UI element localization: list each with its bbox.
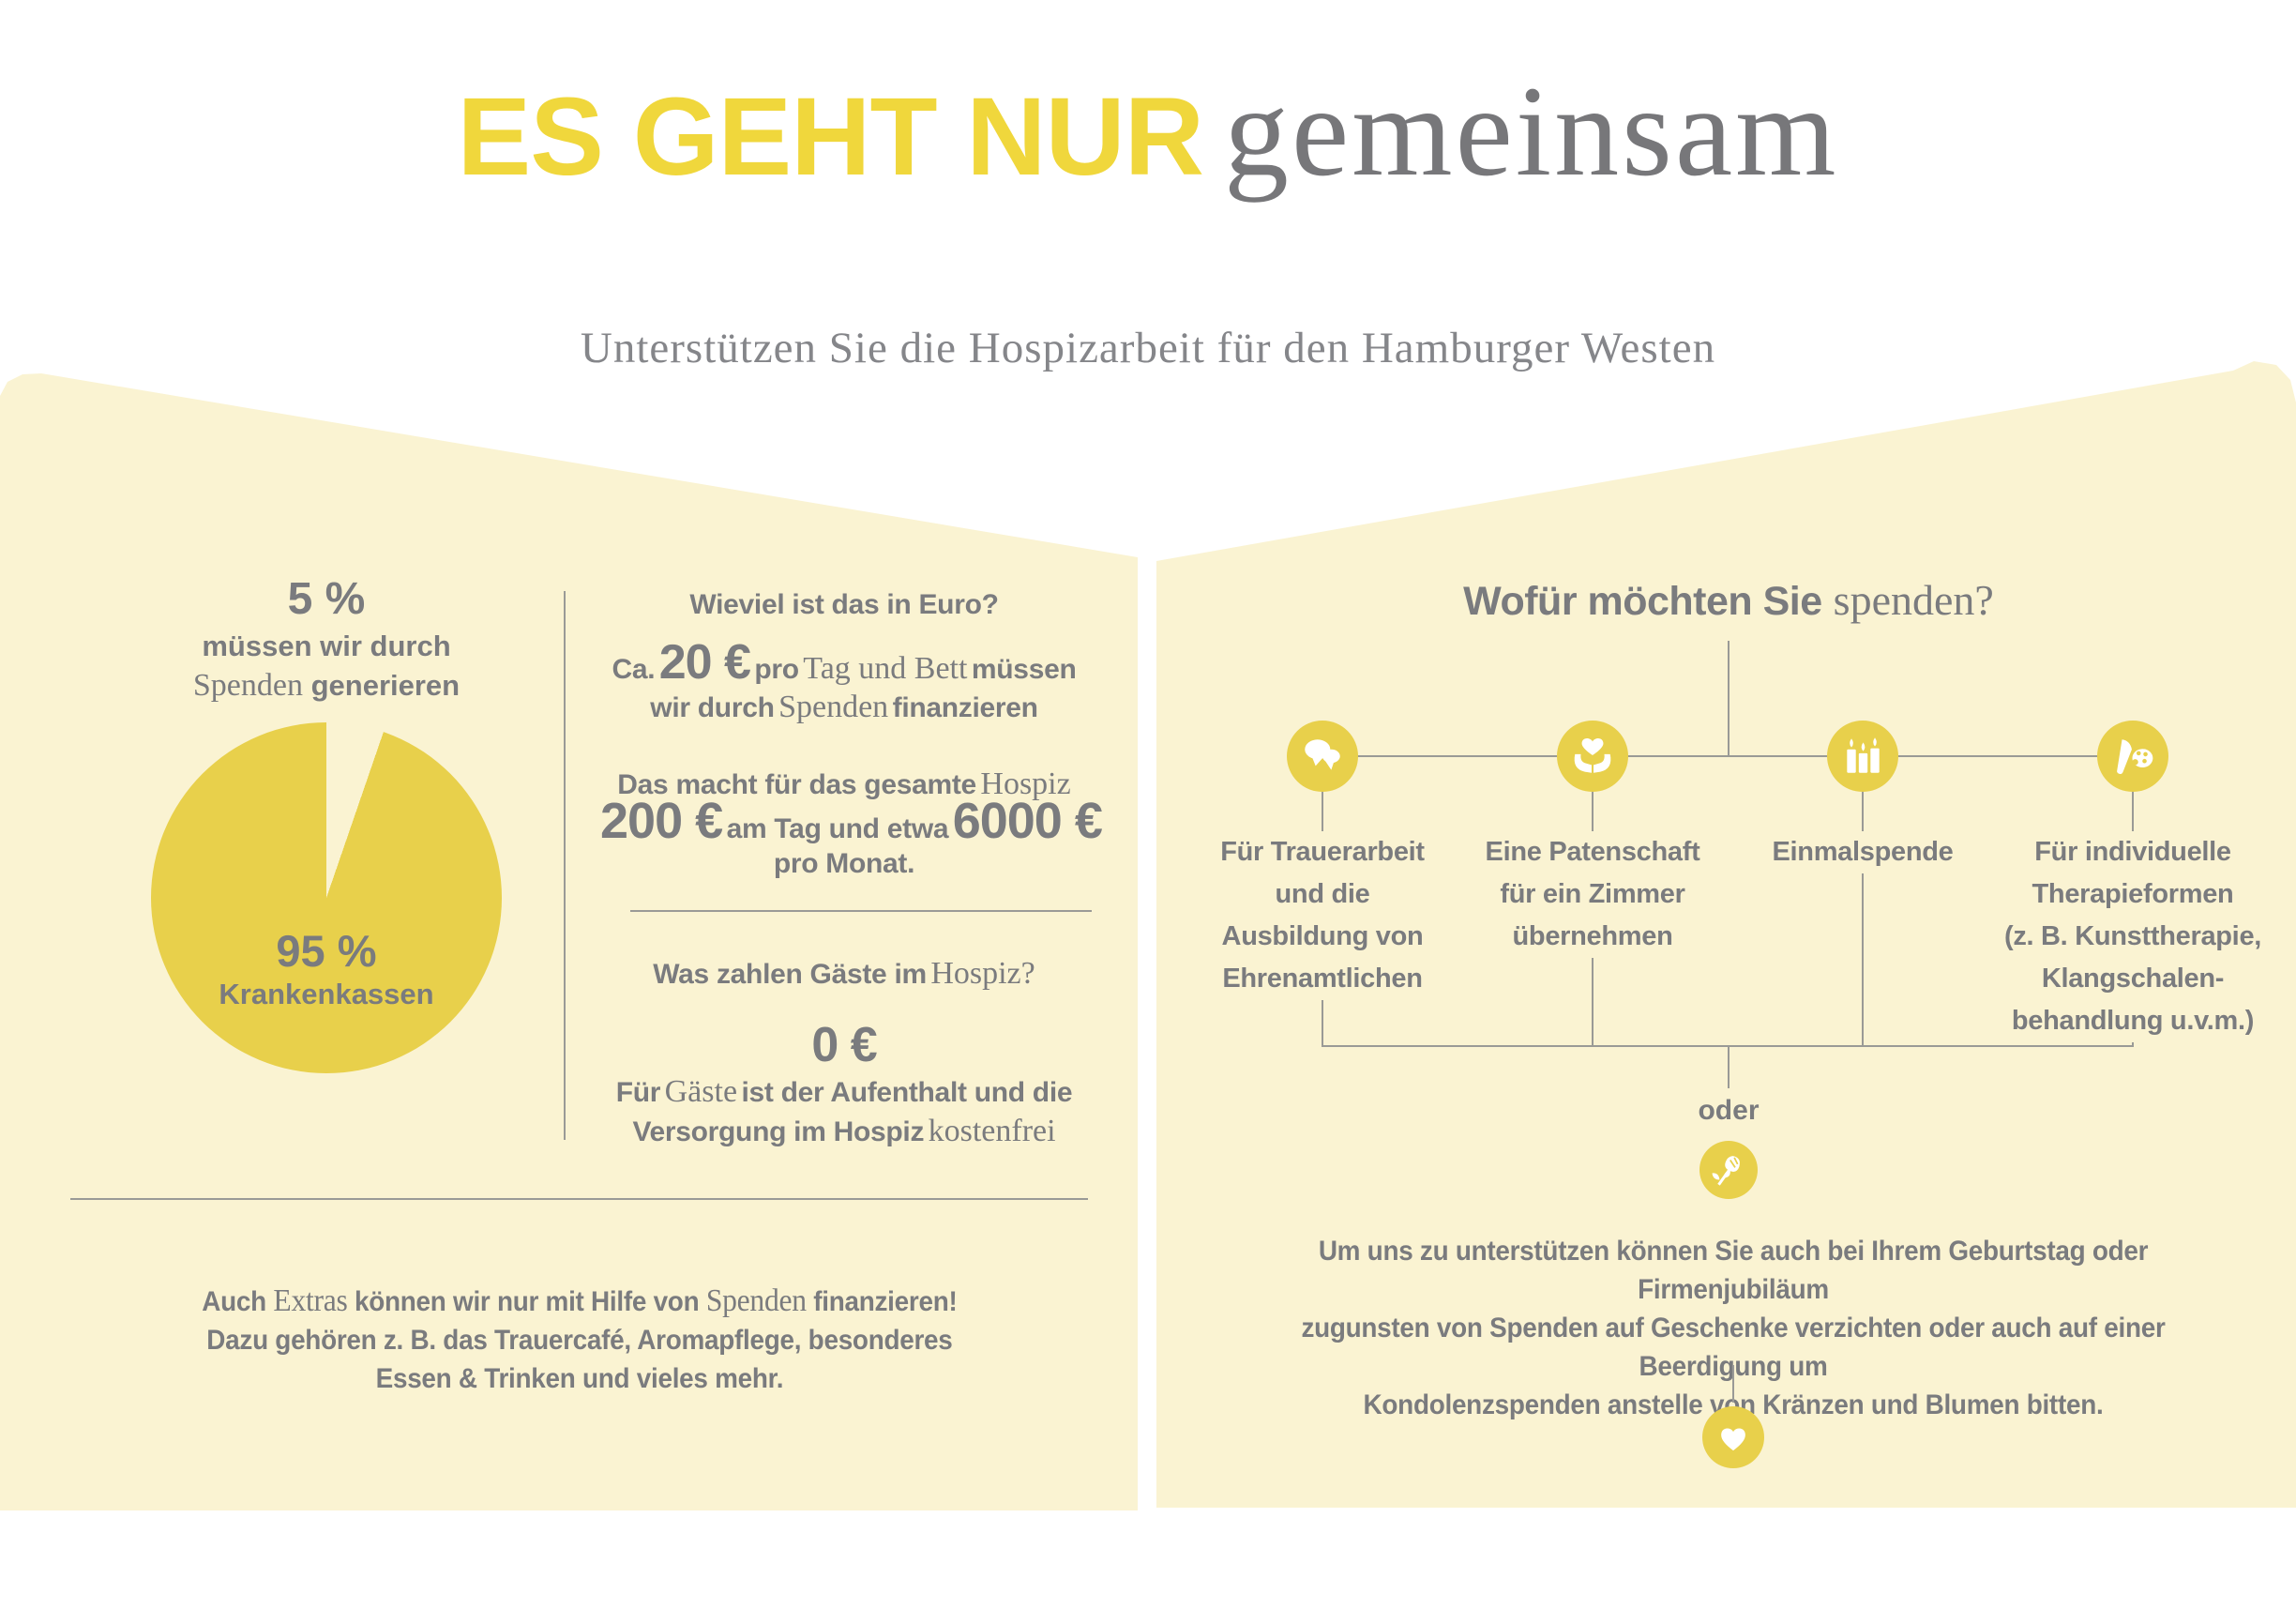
heart-circle — [1702, 1406, 1764, 1468]
extras-paragraph: Auch Extras können wir nur mit Hilfe von… — [148, 1282, 1011, 1398]
option-4-label: Für individuelle Therapieformen (z. B. K… — [2001, 831, 2264, 1042]
option-2-label: Eine Patenschaft für ein Zimmer übernehm… — [1461, 831, 1724, 958]
options-connector-line — [1322, 755, 2135, 757]
options-headline: Wofür möchten Sie spenden? — [1463, 576, 1994, 624]
page-title-gray: gemeinsam — [1223, 59, 1839, 203]
hands-heart-icon — [1574, 738, 1611, 773]
guest-question: Was zahlen Gäste im Hospiz? — [653, 956, 1035, 991]
candles-icon — [1847, 737, 1880, 773]
page-title: ES GEHT NUR gemeinsam — [0, 56, 2296, 205]
donation-options-panel: Wofür möchten Sie spenden? Für Trauerarbe… — [1156, 361, 2296, 1508]
extras-divider-line — [70, 1198, 1088, 1200]
euro-section-divider — [630, 910, 1092, 912]
donation-stat: 5 % müssen wir durch Spenden generieren — [129, 572, 523, 706]
alt-line-1: Um uns zu unterstützen können Sie auch b… — [1318, 1236, 2149, 1305]
pie-label-name: Krankenkassen — [219, 978, 434, 1010]
option-3-branch-line — [1862, 756, 1864, 1045]
donation-stat-line1: müssen wir durch — [202, 630, 451, 662]
option-1-label: Für Trauerarbeit und die Ausbildung von … — [1191, 831, 1454, 1000]
total-line-1: Das macht für das gesamte Hospiz — [617, 766, 1071, 801]
rose-icon — [1712, 1156, 1740, 1186]
funding-pie-chart: 95 % Krankenkassen — [151, 722, 502, 1073]
guest-line-1: Für Gäste ist der Aufenthalt und die — [615, 1074, 1073, 1109]
headline-stem-line — [1728, 641, 1730, 756]
heart-stem-line — [1732, 1365, 1734, 1403]
total-line-2: 200 € am Tag und etwa 6000 € — [600, 793, 1103, 849]
page-title-yellow: ES GEHT NUR — [457, 75, 1204, 199]
or-label: oder — [1698, 1095, 1760, 1126]
option-4-icon-circle — [2097, 721, 2168, 792]
total-line-3: pro Monat. — [773, 848, 915, 879]
rose-circle — [1699, 1141, 1758, 1199]
option-1-icon-circle — [1287, 721, 1358, 792]
option-3-label: Einmalspende — [1731, 831, 1994, 873]
pie-label-value: 95 % — [276, 926, 377, 976]
palette-brush-icon — [2117, 739, 2153, 775]
or-stem-line — [1728, 1045, 1730, 1088]
option-3-icon-circle — [1827, 721, 1898, 792]
chat-bubbles-icon — [1305, 739, 1340, 770]
donation-stat-line2: Spenden generieren — [192, 668, 461, 703]
extras-line-2: Dazu gehören z. B. das Trauercafé, Aroma… — [206, 1325, 953, 1356]
extras-line-3: Essen & Trinken und vieles mehr. — [375, 1363, 784, 1394]
euro-line-1: Ca. 20 € pro Tag und Bett müssen — [612, 635, 1077, 690]
option-2-icon-circle — [1557, 721, 1628, 792]
guest-cost-value: 0 € — [811, 1018, 877, 1072]
guest-line-2: Versorgung im Hospiz kostenfrei — [632, 1114, 1056, 1148]
pie-label: 95 % Krankenkassen — [151, 927, 502, 1013]
heart-icon — [1721, 1428, 1745, 1451]
funding-panel: 5 % müssen wir durch Spenden generieren … — [0, 373, 1138, 1510]
column-divider-line — [564, 591, 566, 1140]
euro-question-1: Wieviel ist das in Euro? — [689, 589, 999, 620]
euro-line-2: wir durch Spenden finanzieren — [650, 690, 1038, 724]
extras-line-1: Auch Extras können wir nur mit Hilfe von… — [202, 1283, 958, 1318]
page-subtitle: Unterstützen Sie die Hospizarbeit für de… — [580, 324, 1716, 372]
donation-stat-value: 5 % — [287, 574, 366, 624]
